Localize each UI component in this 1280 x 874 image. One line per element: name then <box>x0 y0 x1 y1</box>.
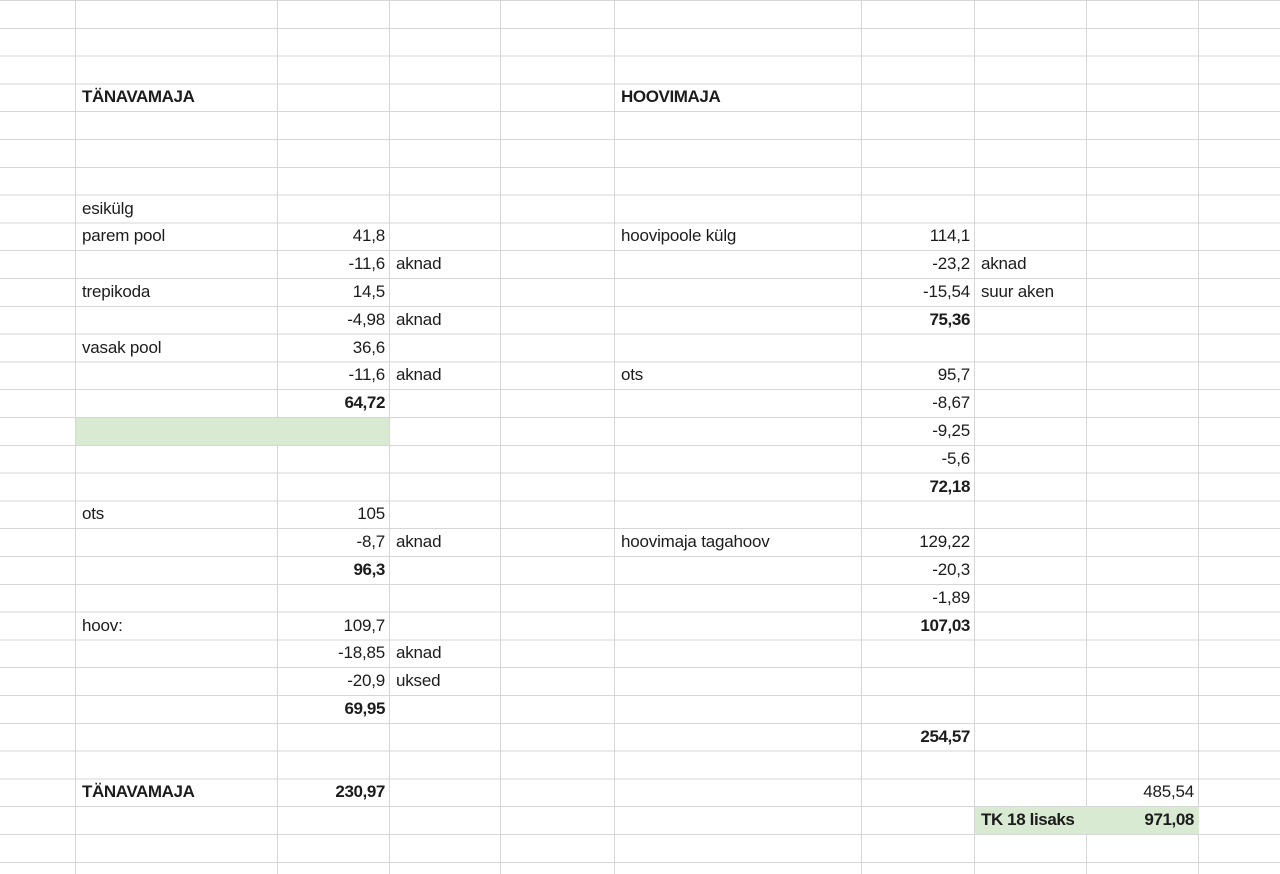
cell-grand-total-value[interactable]: 485,54 <box>1143 782 1194 802</box>
cell-hoov-subtotal[interactable]: 69,95 <box>344 699 385 718</box>
cell-tk18-lisaks-label[interactable]: TK 18 lisaks <box>981 810 1075 830</box>
cell-ots-right-minus1[interactable]: -8,67 <box>932 393 970 413</box>
cell-aknad-label-2[interactable]: aknad <box>396 309 442 329</box>
cell-esikulg-label[interactable]: esikülg <box>82 198 134 218</box>
cell-suur-aken-label[interactable]: suur aken <box>981 282 1054 301</box>
cell-hoov-uksed-value[interactable]: -20,9 <box>347 671 385 691</box>
cell-tanavamaja-header[interactable]: TÄNAVAMAJA <box>82 87 195 107</box>
cell-aknad-label-3[interactable]: aknad <box>396 365 442 385</box>
cell-vasak-pool-value[interactable]: 36,6 <box>352 337 385 357</box>
cell-parem-pool-label[interactable]: parem pool <box>82 226 166 246</box>
cell-hoovipoole-aknad-value[interactable]: -23,2 <box>932 254 970 274</box>
cell-hoov-label[interactable]: hoov: <box>82 615 123 635</box>
cell-ots-right-value[interactable]: 95,7 <box>937 365 970 385</box>
cell-tk18-lisaks-value[interactable]: 971,08 <box>1144 810 1194 830</box>
cell-tanavamaja-total-value[interactable]: 230,97 <box>335 782 385 802</box>
cell-tagahoov-value[interactable]: 129,22 <box>919 532 970 552</box>
cell-esikulg-subtotal[interactable]: 64,72 <box>344 393 385 413</box>
cell-ots-left-value[interactable]: 105 <box>357 504 385 524</box>
cell-ots-left-label[interactable]: ots <box>82 504 105 524</box>
cell-ots-right-subtotal[interactable]: 72,18 <box>929 476 970 496</box>
cell-ots-right-minus2[interactable]: -9,25 <box>932 421 970 440</box>
cell-parem-pool-value[interactable]: 41,8 <box>352 226 385 246</box>
highlight-cell-tk18-row30[interactable] <box>975 807 1199 834</box>
cell-parem-pool-aknad-value[interactable]: -11,6 <box>348 254 386 274</box>
cell-suur-aken-value[interactable]: -15,54 <box>922 282 970 301</box>
cell-tagahoov-minus1[interactable]: -20,3 <box>932 560 970 579</box>
cell-hoovipoole-kulg-value[interactable]: 114,1 <box>929 226 970 246</box>
cell-vasak-pool-aknad-value[interactable]: -11,6 <box>348 365 386 385</box>
cell-hoovipoole-kulg-label[interactable]: hoovipoole külg <box>621 226 737 246</box>
cell-ots-right-minus3[interactable]: -5,6 <box>941 448 971 468</box>
highlight-cell-empty-row16[interactable] <box>76 418 389 445</box>
cell-tanavamaja-total-label[interactable]: TÄNAVAMAJA <box>82 782 195 802</box>
cell-trepikoda-aknad-value[interactable]: -4,98 <box>347 309 385 329</box>
cell-hoovimaja-total-value[interactable]: 254,57 <box>920 726 970 746</box>
cell-aknad-label-4[interactable]: aknad <box>396 532 442 552</box>
cell-hoovipoole-subtotal[interactable]: 75,36 <box>929 309 970 329</box>
cell-aknad-label-5[interactable]: aknad <box>396 643 442 663</box>
cell-hoov-aknad-value[interactable]: -18,85 <box>337 643 385 663</box>
cell-vasak-pool-label[interactable]: vasak pool <box>82 337 162 357</box>
cell-trepikoda-value[interactable]: 14,5 <box>352 282 385 301</box>
cell-ots-left-aknad-value[interactable]: -8,7 <box>356 532 386 552</box>
cell-trepikoda-label[interactable]: trepikoda <box>82 282 151 301</box>
cell-tagahoov-label[interactable]: hoovimaja tagahoov <box>621 532 770 552</box>
cell-tagahoov-minus2[interactable]: -1,89 <box>932 587 970 607</box>
cell-aknad-label-right[interactable]: aknad <box>981 254 1027 274</box>
cell-aknad-label-1[interactable]: aknad <box>396 254 442 274</box>
cell-ots-right-label[interactable]: ots <box>621 365 644 385</box>
cell-hoov-value[interactable]: 109,7 <box>343 615 385 635</box>
cell-ots-left-subtotal[interactable]: 96,3 <box>353 560 386 579</box>
cell-hoovimaja-header[interactable]: HOOVIMAJA <box>621 87 721 107</box>
cell-tagahoov-subtotal[interactable]: 107,03 <box>920 615 970 635</box>
cell-uksed-label[interactable]: uksed <box>396 671 441 691</box>
